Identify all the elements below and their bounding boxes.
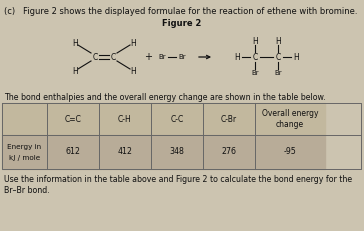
Text: C-C: C-C: [170, 115, 183, 124]
Text: Br: Br: [251, 70, 259, 76]
Text: 276: 276: [222, 148, 237, 156]
Text: H: H: [72, 67, 78, 76]
Text: C: C: [252, 52, 258, 61]
Text: kJ / mole: kJ / mole: [9, 155, 40, 161]
Text: H: H: [72, 39, 78, 48]
Text: -95: -95: [284, 148, 296, 156]
Text: H: H: [130, 67, 136, 76]
Text: 612: 612: [66, 148, 80, 156]
Text: 348: 348: [170, 148, 185, 156]
Bar: [255, 135, 325, 169]
Bar: [47, 135, 99, 169]
Bar: [151, 103, 203, 135]
Text: Use the information in the table above and Figure 2 to calculate the bond energy: Use the information in the table above a…: [4, 175, 352, 184]
Bar: [203, 135, 255, 169]
Text: C: C: [276, 52, 281, 61]
Text: C-H: C-H: [118, 115, 132, 124]
Text: Overall energy
change: Overall energy change: [262, 109, 318, 129]
Text: (c)   Figure 2 shows the displayed formulae for the reaction of ethene with brom: (c) Figure 2 shows the displayed formula…: [4, 7, 357, 16]
Text: H: H: [234, 52, 240, 61]
Text: C: C: [110, 52, 116, 61]
Text: Figure 2: Figure 2: [162, 19, 202, 28]
Text: C: C: [92, 52, 98, 61]
Text: +: +: [144, 52, 152, 62]
Bar: [151, 135, 203, 169]
Bar: [255, 103, 325, 135]
Bar: [203, 103, 255, 135]
Text: C=C: C=C: [64, 115, 81, 124]
Text: The bond enthalpies and the overall energy change are shown in the table below.: The bond enthalpies and the overall ener…: [4, 93, 326, 102]
Bar: [2, 103, 47, 135]
Text: Br: Br: [178, 54, 186, 60]
Text: Energy in: Energy in: [7, 144, 41, 150]
Text: Br–Br bond.: Br–Br bond.: [4, 186, 50, 195]
Bar: [99, 135, 151, 169]
Text: 412: 412: [118, 148, 132, 156]
Text: H: H: [293, 52, 299, 61]
Bar: [2, 135, 47, 169]
Text: C-Br: C-Br: [221, 115, 237, 124]
Text: H: H: [252, 36, 258, 46]
Text: H: H: [130, 39, 136, 48]
Bar: [47, 103, 99, 135]
Text: Br: Br: [274, 70, 282, 76]
Text: H: H: [275, 36, 281, 46]
Text: Br: Br: [158, 54, 166, 60]
Bar: [99, 103, 151, 135]
